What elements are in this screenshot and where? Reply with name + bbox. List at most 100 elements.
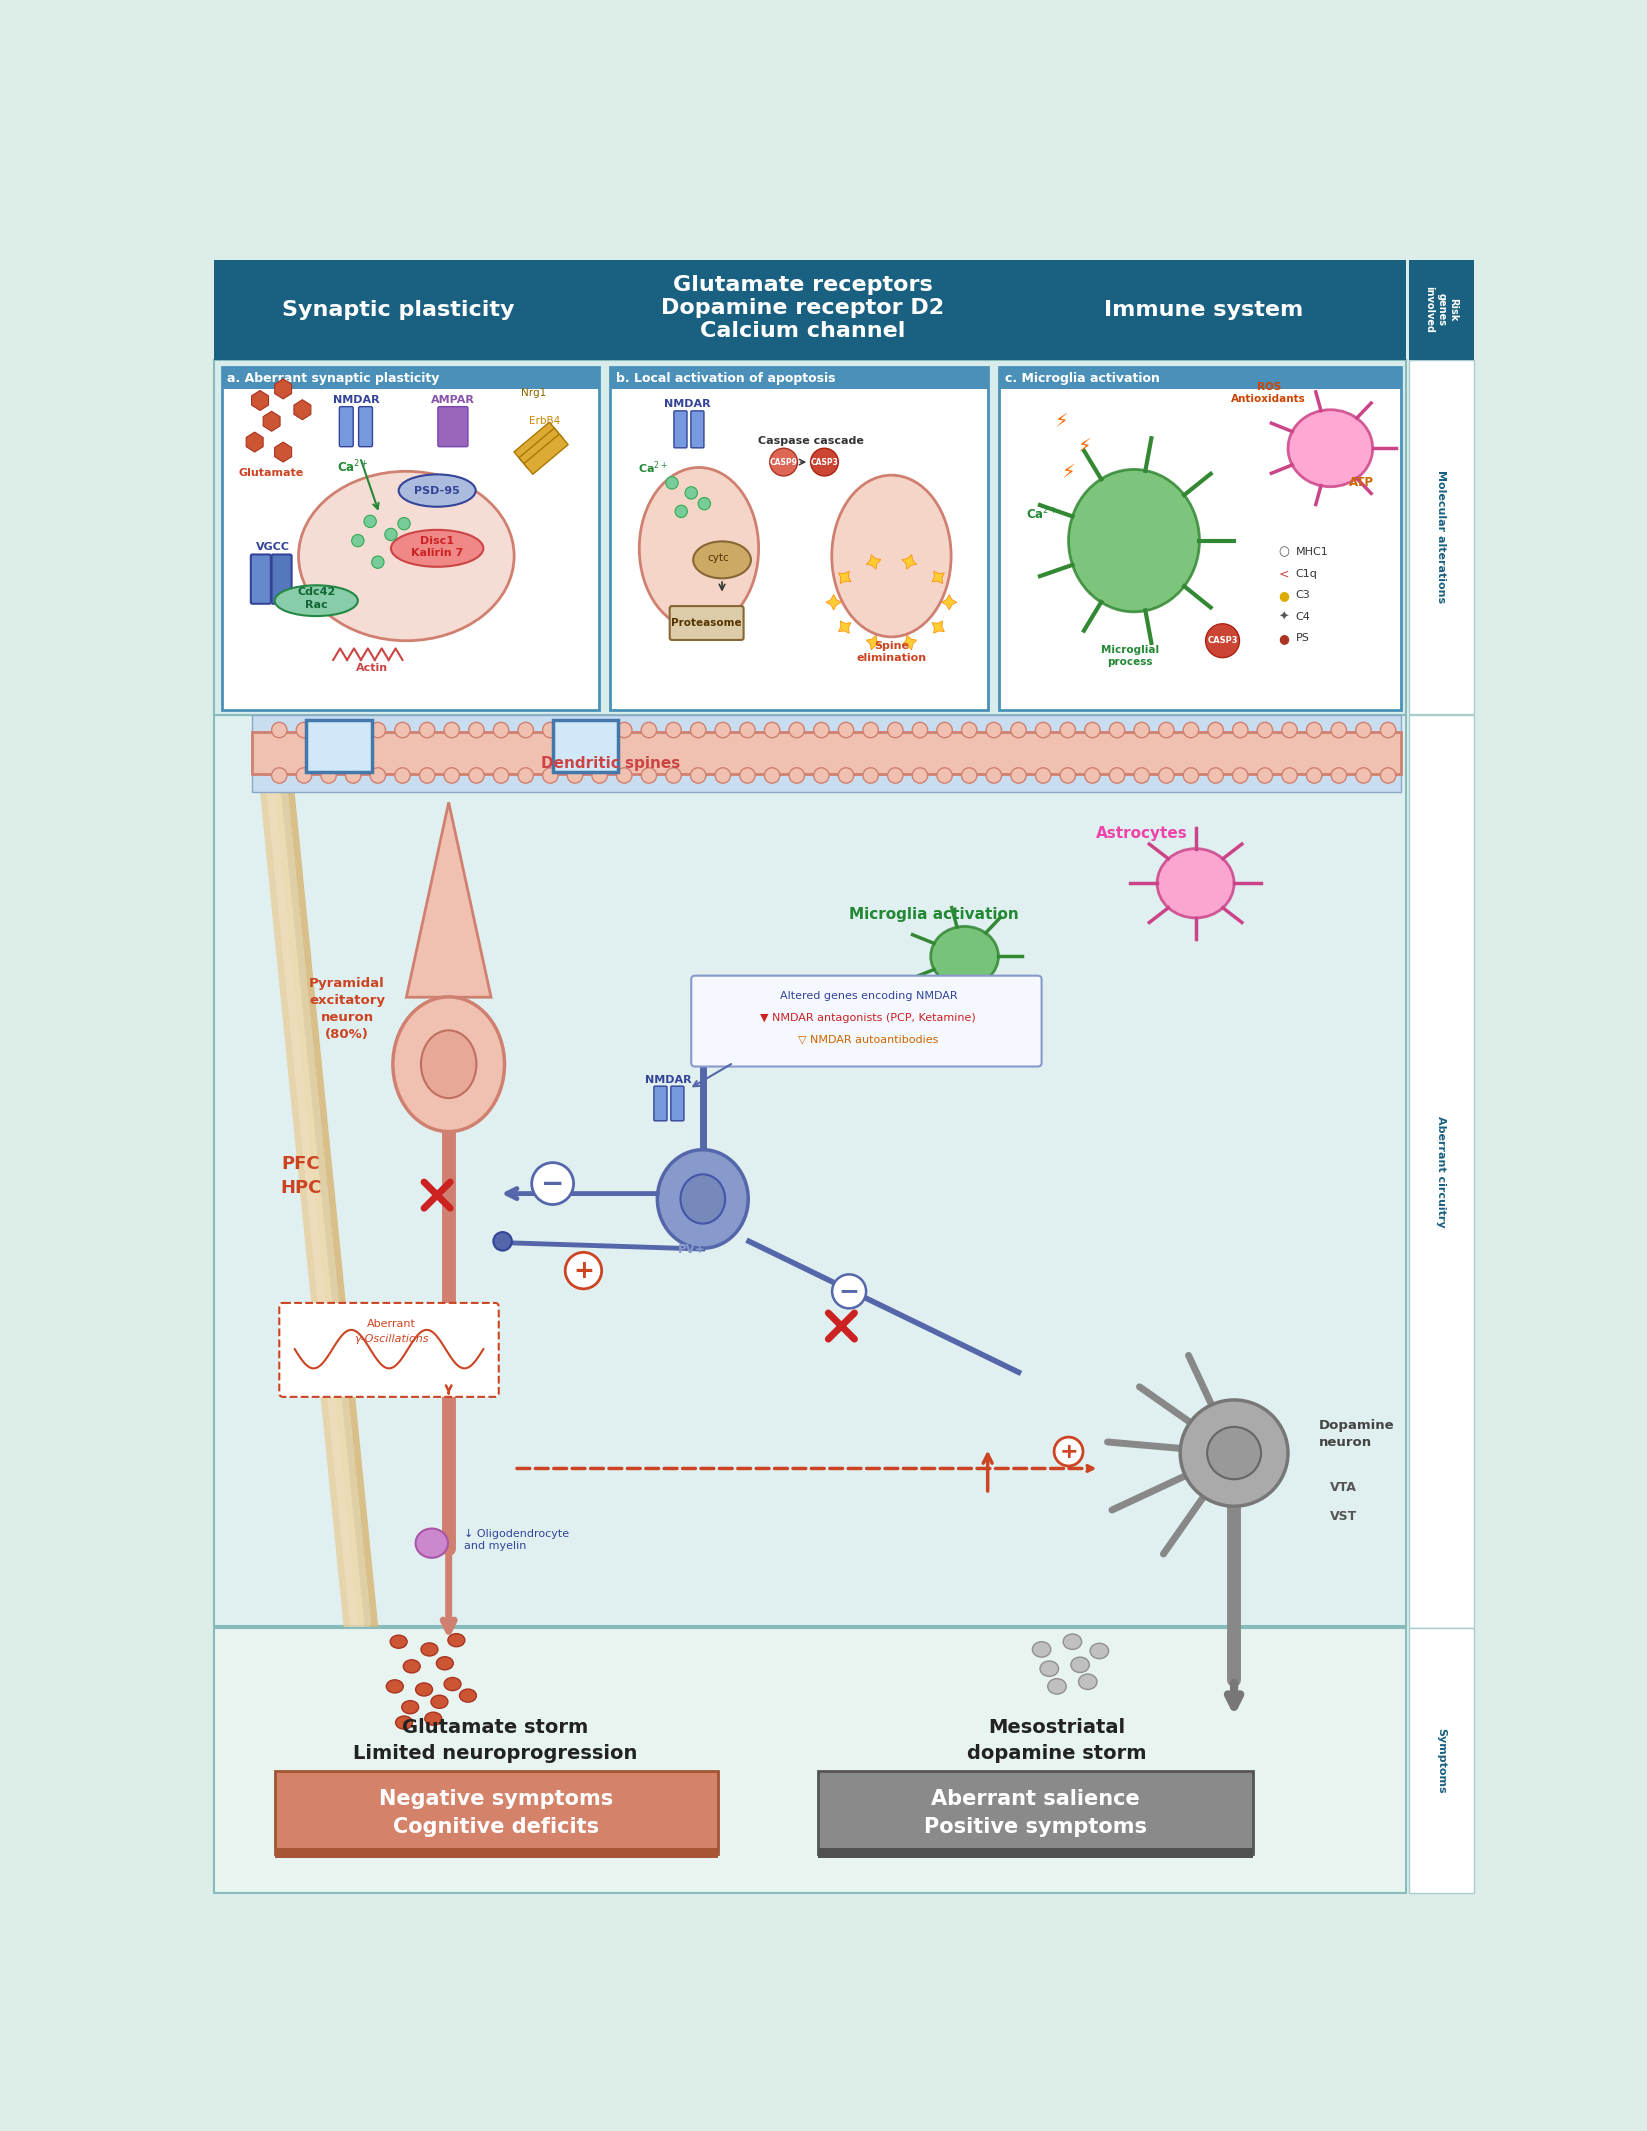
Circle shape — [1085, 767, 1100, 784]
Polygon shape — [932, 620, 944, 633]
Circle shape — [937, 767, 952, 784]
Circle shape — [445, 767, 460, 784]
FancyBboxPatch shape — [222, 367, 600, 710]
Text: ↓ Oligodendrocyte
and myelin: ↓ Oligodendrocyte and myelin — [464, 1528, 570, 1551]
Ellipse shape — [445, 1677, 461, 1690]
Circle shape — [272, 722, 287, 737]
Text: Ca$^{2+}$: Ca$^{2+}$ — [336, 458, 369, 475]
Ellipse shape — [693, 541, 751, 578]
Text: Astrocytes: Astrocytes — [1095, 825, 1187, 842]
Circle shape — [1355, 722, 1372, 737]
Text: C1q: C1q — [1296, 569, 1318, 580]
Text: ●: ● — [1278, 633, 1290, 646]
Polygon shape — [293, 401, 311, 420]
FancyBboxPatch shape — [359, 407, 372, 448]
Circle shape — [698, 497, 710, 509]
Circle shape — [987, 722, 1001, 737]
Text: Microglia activation: Microglia activation — [848, 906, 1018, 921]
FancyBboxPatch shape — [611, 367, 988, 710]
Ellipse shape — [298, 471, 514, 641]
Circle shape — [542, 767, 558, 784]
Circle shape — [296, 767, 311, 784]
Text: ✦: ✦ — [1278, 609, 1290, 624]
Text: Cdc42
Rac: Cdc42 Rac — [296, 588, 336, 609]
Circle shape — [1085, 722, 1100, 737]
Text: Nrg1: Nrg1 — [520, 388, 547, 398]
Circle shape — [1380, 722, 1395, 737]
Circle shape — [888, 722, 903, 737]
Ellipse shape — [1071, 1658, 1089, 1673]
Circle shape — [469, 767, 484, 784]
Circle shape — [641, 722, 657, 737]
Text: Immune system: Immune system — [1103, 300, 1303, 320]
FancyBboxPatch shape — [819, 1848, 1253, 1858]
Circle shape — [665, 767, 682, 784]
Circle shape — [764, 767, 779, 784]
Circle shape — [789, 722, 804, 737]
Polygon shape — [245, 433, 264, 452]
Circle shape — [1281, 722, 1298, 737]
Text: ▼ NMDAR antagonists (PCP, Ketamine): ▼ NMDAR antagonists (PCP, Ketamine) — [761, 1012, 977, 1023]
Text: Glutamate: Glutamate — [239, 469, 305, 477]
Text: NMDAR: NMDAR — [646, 1074, 692, 1085]
Text: Aberrant salience
Positive symptoms: Aberrant salience Positive symptoms — [924, 1788, 1146, 1837]
FancyBboxPatch shape — [553, 720, 618, 771]
Text: Ca$^{2+}$: Ca$^{2+}$ — [1026, 505, 1057, 522]
Circle shape — [591, 722, 608, 737]
FancyBboxPatch shape — [214, 716, 1407, 1626]
FancyBboxPatch shape — [654, 1087, 667, 1121]
Text: +: + — [573, 1259, 595, 1283]
Circle shape — [1306, 722, 1323, 737]
Polygon shape — [838, 571, 851, 584]
Text: Spine
elimination: Spine elimination — [856, 641, 927, 663]
Text: −: − — [838, 1279, 860, 1304]
Ellipse shape — [448, 1634, 464, 1647]
Circle shape — [420, 767, 435, 784]
Circle shape — [838, 767, 853, 784]
Ellipse shape — [390, 1634, 407, 1647]
Circle shape — [519, 767, 534, 784]
Text: C4: C4 — [1296, 612, 1311, 622]
FancyBboxPatch shape — [1408, 360, 1474, 714]
Circle shape — [346, 767, 361, 784]
Text: Dopamine
neuron: Dopamine neuron — [1319, 1419, 1395, 1449]
FancyBboxPatch shape — [214, 360, 1407, 716]
Text: ○: ○ — [1278, 546, 1290, 558]
Text: Dopamine receptor D2: Dopamine receptor D2 — [662, 298, 944, 318]
Ellipse shape — [387, 1679, 404, 1692]
Circle shape — [814, 722, 828, 737]
FancyBboxPatch shape — [819, 1771, 1253, 1854]
Text: PV+: PV+ — [677, 1242, 705, 1255]
Text: ROS
Antioxidants: ROS Antioxidants — [1232, 381, 1306, 405]
Circle shape — [1158, 722, 1174, 737]
FancyBboxPatch shape — [692, 976, 1041, 1066]
Circle shape — [371, 767, 385, 784]
Polygon shape — [827, 595, 842, 609]
Text: Ca$^{2+}$: Ca$^{2+}$ — [637, 458, 667, 475]
Circle shape — [987, 767, 1001, 784]
Circle shape — [1061, 722, 1075, 737]
Circle shape — [789, 767, 804, 784]
Circle shape — [690, 767, 707, 784]
Ellipse shape — [422, 1643, 438, 1656]
Circle shape — [1232, 767, 1248, 784]
Polygon shape — [264, 411, 280, 430]
Text: −: − — [540, 1170, 565, 1198]
Circle shape — [1110, 767, 1125, 784]
Circle shape — [272, 767, 287, 784]
Circle shape — [1380, 767, 1395, 784]
Circle shape — [1331, 767, 1347, 784]
FancyBboxPatch shape — [339, 407, 352, 448]
FancyBboxPatch shape — [1408, 1628, 1474, 1892]
Circle shape — [1331, 722, 1347, 737]
Text: Synaptic plasticity: Synaptic plasticity — [282, 300, 516, 320]
Text: Proteasome: Proteasome — [672, 618, 741, 629]
Ellipse shape — [415, 1683, 433, 1696]
FancyBboxPatch shape — [214, 1628, 1407, 1892]
Polygon shape — [259, 716, 371, 1754]
Ellipse shape — [1033, 1641, 1051, 1658]
Text: CASP9: CASP9 — [769, 458, 797, 467]
Circle shape — [740, 767, 756, 784]
Ellipse shape — [1288, 409, 1372, 486]
FancyBboxPatch shape — [252, 716, 1402, 793]
